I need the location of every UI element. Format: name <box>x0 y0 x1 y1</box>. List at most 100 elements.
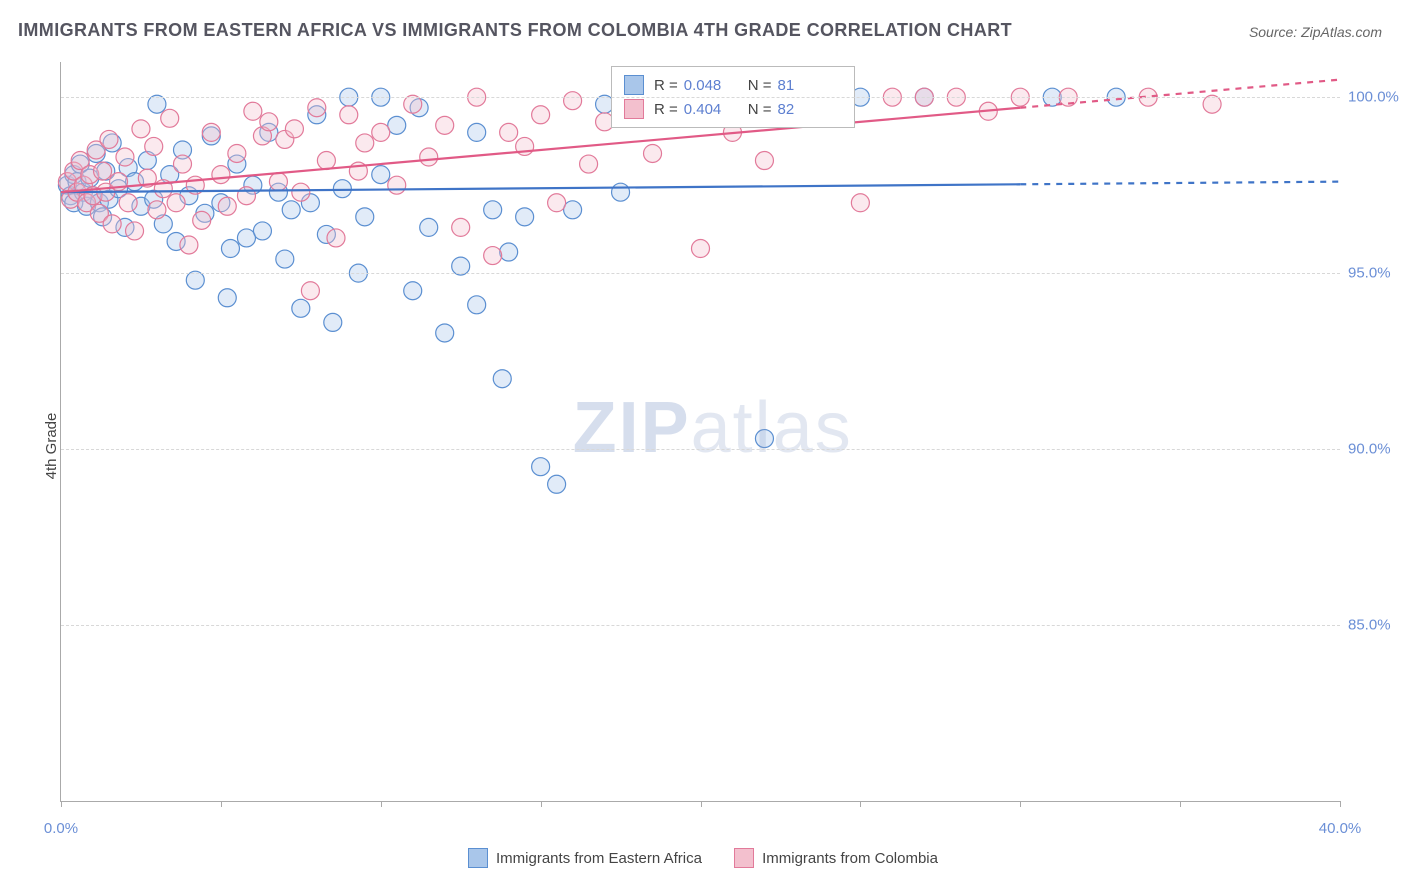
scatter-point <box>317 152 335 170</box>
scatter-point <box>221 240 239 258</box>
scatter-point <box>452 218 470 236</box>
x-tick <box>1180 801 1181 807</box>
y-tick-label: 100.0% <box>1348 89 1406 106</box>
scatter-point <box>548 194 566 212</box>
scatter-point <box>564 92 582 110</box>
plot-area: R = 0.048 N = 81 R = 0.404 N = 82 ZIPatl… <box>60 62 1340 802</box>
scatter-point <box>292 299 310 317</box>
scatter-point <box>148 201 166 219</box>
legend-swatch-icon <box>468 848 488 868</box>
scatter-point <box>212 166 230 184</box>
x-tick <box>860 801 861 807</box>
chart-container: IMMIGRANTS FROM EASTERN AFRICA VS IMMIGR… <box>0 0 1406 892</box>
scatter-point <box>308 99 326 117</box>
scatter-point <box>132 120 150 138</box>
scatter-point <box>755 430 773 448</box>
scatter-point <box>116 148 134 166</box>
scatter-point <box>420 148 438 166</box>
scatter-point <box>180 236 198 254</box>
grid-line <box>61 273 1340 274</box>
scatter-point <box>692 240 710 258</box>
bottom-legend-item: Immigrants from Eastern Africa <box>468 848 702 868</box>
scatter-point <box>94 162 112 180</box>
x-tick-label: 0.0% <box>44 820 78 837</box>
bottom-legend-label: Immigrants from Eastern Africa <box>496 850 702 867</box>
scatter-point <box>356 134 374 152</box>
r-value: 0.404 <box>684 101 732 118</box>
stats-legend-row: R = 0.404 N = 82 <box>624 97 842 121</box>
scatter-point <box>237 229 255 247</box>
source-label: Source: ZipAtlas.com <box>1249 24 1382 40</box>
n-label: N = <box>748 77 772 94</box>
scatter-point <box>282 201 300 219</box>
x-tick <box>701 801 702 807</box>
scatter-point <box>372 123 390 141</box>
n-value: 82 <box>778 101 826 118</box>
scatter-point <box>500 123 518 141</box>
scatter-point <box>301 282 319 300</box>
scatter-point <box>468 123 486 141</box>
scatter-point <box>100 130 118 148</box>
scatter-point <box>468 296 486 314</box>
scatter-point <box>484 247 502 265</box>
scatter-point <box>333 180 351 198</box>
scatter-point <box>388 176 406 194</box>
scatter-point <box>145 137 163 155</box>
scatter-point <box>161 109 179 127</box>
legend-swatch-icon <box>624 75 644 95</box>
y-axis-label: 4th Grade <box>43 413 60 480</box>
scatter-point <box>218 197 236 215</box>
scatter-point <box>388 116 406 134</box>
scatter-point <box>218 289 236 307</box>
scatter-point <box>755 152 773 170</box>
scatter-point <box>420 218 438 236</box>
scatter-point <box>237 187 255 205</box>
grid-line <box>61 449 1340 450</box>
r-label: R = <box>654 101 678 118</box>
n-value: 81 <box>778 77 826 94</box>
plot-svg <box>61 62 1340 801</box>
scatter-point <box>292 183 310 201</box>
bottom-legend-item: Immigrants from Colombia <box>734 848 938 868</box>
scatter-point <box>244 102 262 120</box>
legend-swatch-icon <box>624 99 644 119</box>
scatter-point <box>327 229 345 247</box>
scatter-point <box>260 113 278 131</box>
x-tick <box>221 801 222 807</box>
scatter-point <box>340 106 358 124</box>
scatter-point <box>644 144 662 162</box>
scatter-point <box>493 370 511 388</box>
scatter-point <box>580 155 598 173</box>
scatter-point <box>276 250 294 268</box>
scatter-point <box>202 123 220 141</box>
scatter-point <box>228 144 246 162</box>
scatter-point <box>356 208 374 226</box>
scatter-point <box>126 222 144 240</box>
scatter-point <box>103 215 121 233</box>
scatter-point <box>167 194 185 212</box>
scatter-point <box>119 194 137 212</box>
scatter-point <box>500 243 518 261</box>
scatter-point <box>404 282 422 300</box>
scatter-point <box>484 201 502 219</box>
chart-title: IMMIGRANTS FROM EASTERN AFRICA VS IMMIGR… <box>18 20 1012 41</box>
scatter-point <box>253 222 271 240</box>
x-tick <box>61 801 62 807</box>
r-label: R = <box>654 77 678 94</box>
scatter-point <box>269 173 287 191</box>
r-value: 0.048 <box>684 77 732 94</box>
scatter-point <box>612 183 630 201</box>
bottom-legend: Immigrants from Eastern Africa Immigrant… <box>0 848 1406 872</box>
x-tick <box>541 801 542 807</box>
scatter-point <box>372 166 390 184</box>
legend-swatch-icon <box>734 848 754 868</box>
scatter-point <box>851 194 869 212</box>
x-tick <box>1020 801 1021 807</box>
scatter-point <box>174 155 192 173</box>
x-tick <box>381 801 382 807</box>
scatter-point <box>436 116 454 134</box>
x-tick-label: 40.0% <box>1319 820 1362 837</box>
grid-line <box>61 625 1340 626</box>
scatter-point <box>532 106 550 124</box>
scatter-point <box>532 458 550 476</box>
